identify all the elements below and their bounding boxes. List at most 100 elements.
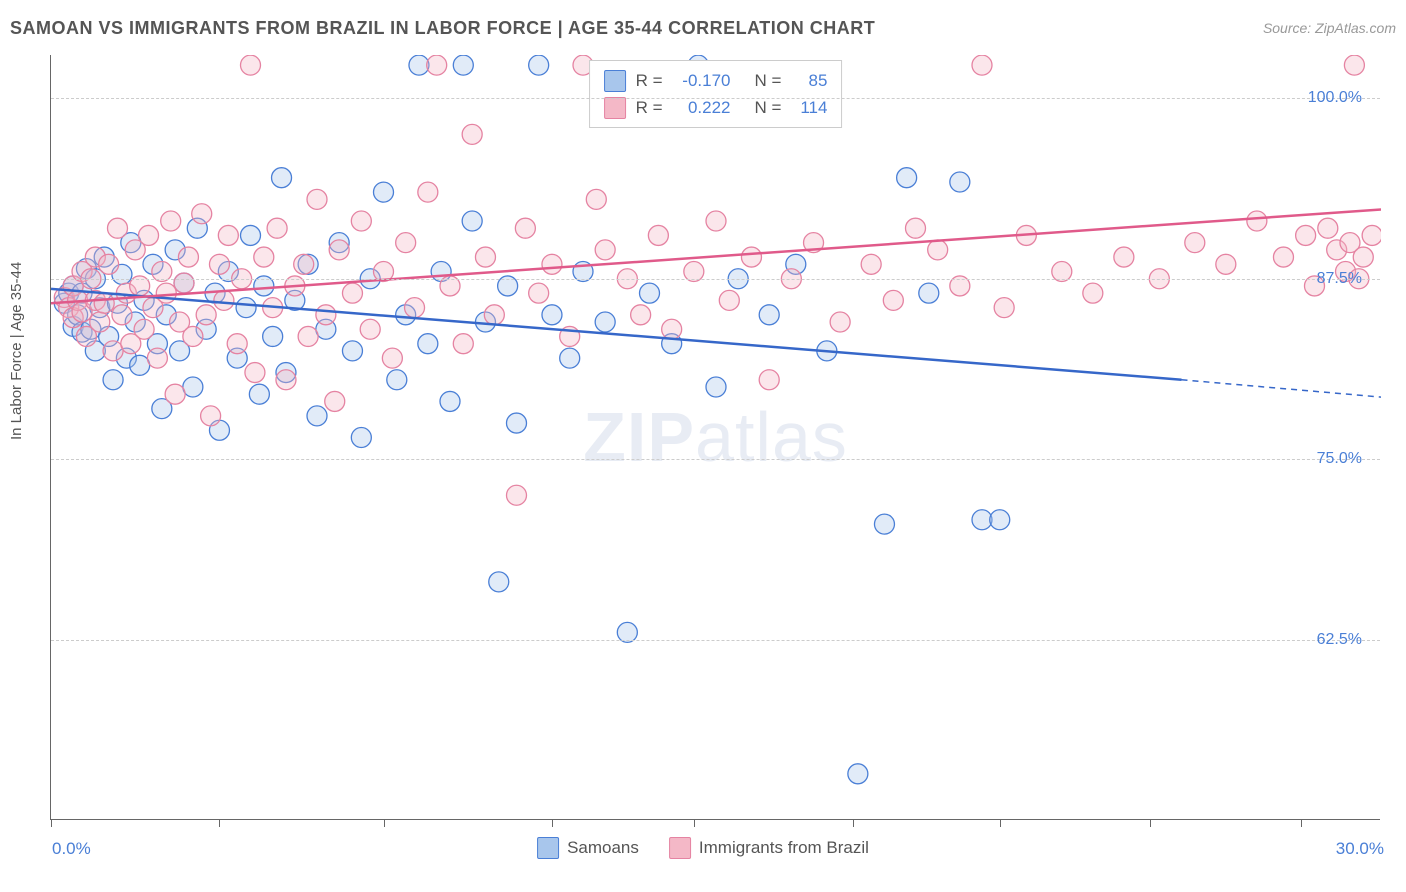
data-point [387,370,407,390]
series-swatch [537,837,559,859]
data-point [595,240,615,260]
data-point [263,326,283,346]
data-point [178,247,198,267]
data-point [453,55,473,75]
data-point [484,305,504,325]
data-point [507,413,527,433]
data-point [201,406,221,426]
data-point [405,298,425,318]
data-point [112,305,132,325]
data-point [382,348,402,368]
data-point [759,370,779,390]
data-point [507,485,527,505]
x-tick [51,819,52,827]
data-point [267,218,287,238]
series-swatch [669,837,691,859]
data-point [396,233,416,253]
r-label: R = [636,67,663,94]
data-point [560,348,580,368]
data-point [1247,211,1267,231]
scatter-canvas [51,55,1381,820]
gridline [51,98,1380,99]
data-point [161,211,181,231]
y-tick-label: 87.5% [1317,270,1362,288]
data-point [298,326,318,346]
chart-title: SAMOAN VS IMMIGRANTS FROM BRAZIL IN LABO… [10,18,875,38]
data-point [241,55,261,75]
data-point [192,204,212,224]
data-point [329,240,349,260]
y-tick-label: 75.0% [1317,450,1362,468]
data-point [214,290,234,310]
data-point [236,298,256,318]
data-point [307,406,327,426]
data-point [542,254,562,274]
data-point [94,293,114,313]
data-point [706,211,726,231]
gridline [51,279,1380,280]
data-point [994,298,1014,318]
x-tick [694,819,695,827]
stats-row: R = -0.170 N = 85 [604,67,828,94]
n-value: 85 [791,67,827,94]
data-point [418,182,438,202]
y-axis-label: In Labor Force | Age 35-44 [8,262,25,440]
data-point [1114,247,1134,267]
data-point [453,334,473,354]
data-point [631,305,651,325]
x-tick [853,819,854,827]
data-point [529,283,549,303]
legend-label: Immigrants from Brazil [699,838,869,858]
x-axis-max-label: 30.0% [1336,839,1384,859]
data-point [950,172,970,192]
plot-area: ZIPatlas R =-0.170N =85R =0.222N =114 10… [50,55,1380,820]
data-point [99,254,119,274]
data-point [662,319,682,339]
data-point [108,218,128,238]
trend-line-extrapolated [1182,380,1382,397]
series-swatch [604,97,626,119]
data-point [183,326,203,346]
data-point [130,355,150,375]
data-point [928,240,948,260]
data-point [759,305,779,325]
data-point [249,384,269,404]
data-point [427,55,447,75]
x-tick [219,819,220,827]
correlation-stats-box: R =-0.170N =85R =0.222N =114 [589,60,843,128]
data-point [1273,247,1293,267]
data-point [134,319,154,339]
x-tick [1150,819,1151,827]
data-point [183,377,203,397]
data-point [475,247,495,267]
data-point [147,348,167,368]
y-tick-label: 62.5% [1317,631,1362,649]
data-point [316,305,336,325]
data-point [919,283,939,303]
data-point [307,189,327,209]
data-point [360,319,380,339]
data-point [342,283,362,303]
x-tick [384,819,385,827]
data-point [719,290,739,310]
data-point [990,510,1010,530]
data-point [440,391,460,411]
data-point [294,254,314,274]
gridline [51,640,1380,641]
data-point [515,218,535,238]
legend-label: Samoans [567,838,639,858]
data-point [156,283,176,303]
data-point [861,254,881,274]
n-label: N = [755,67,782,94]
data-point [848,764,868,784]
data-point [139,225,159,245]
data-point [874,514,894,534]
x-tick [1000,819,1001,827]
data-point [972,510,992,530]
x-tick [1301,819,1302,827]
data-point [342,341,362,361]
r-value: -0.170 [673,67,731,94]
data-point [1318,218,1338,238]
data-point [1362,225,1381,245]
data-point [103,370,123,390]
